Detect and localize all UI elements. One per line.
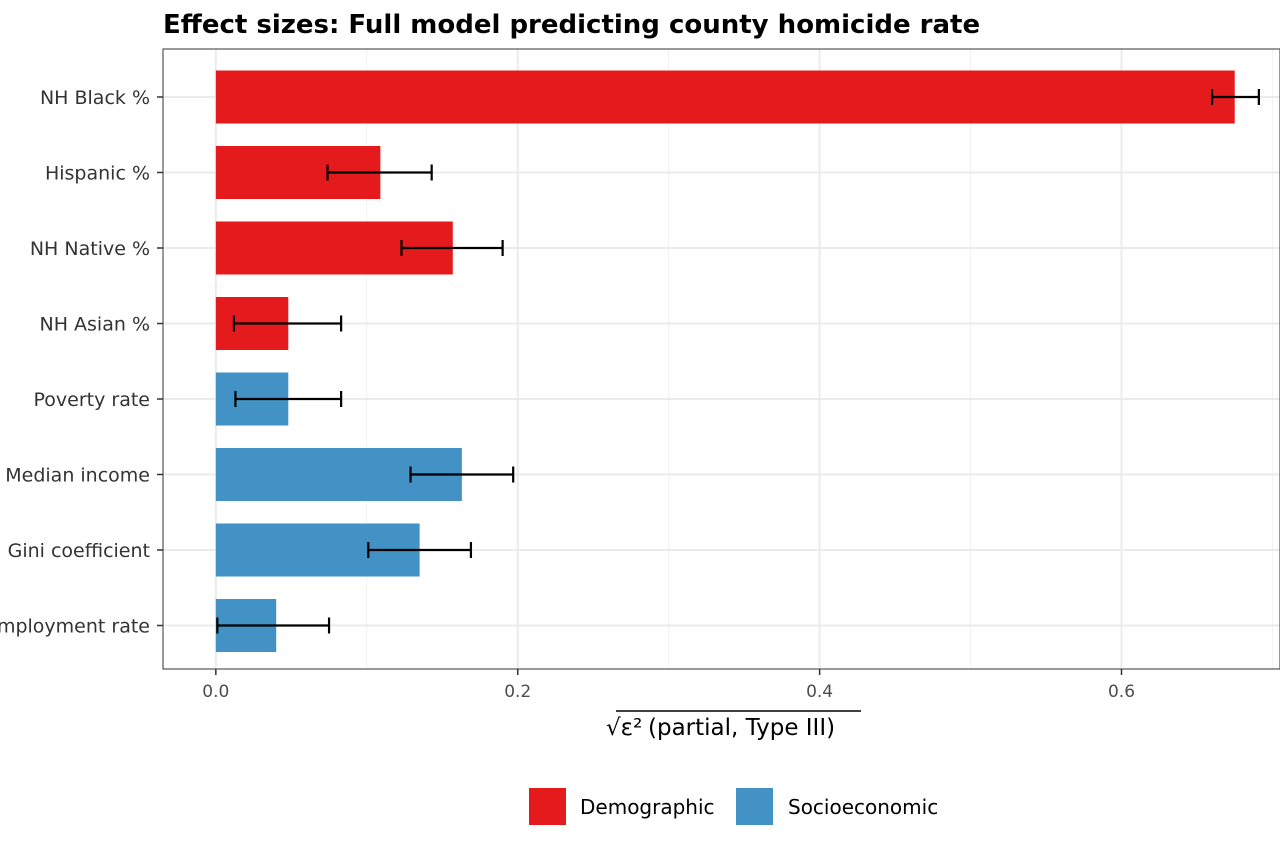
y-tick-label: NH Native % — [30, 238, 150, 260]
x-axis: 0.0 0.2 0.4 0.6 — [202, 669, 1135, 702]
x-axis-symbol: √ε² — [606, 715, 642, 741]
x-tick-label: 0.6 — [1108, 682, 1135, 702]
y-tick-label: Gini coefficient — [8, 540, 150, 562]
y-tick-label: Unemployment rate — [0, 616, 150, 638]
error-bar-5 — [409, 466, 515, 483]
legend-swatch-demographic — [529, 788, 566, 825]
legend-label-socioeconomic: Socioeconomic — [788, 795, 938, 819]
bar-0 — [215, 70, 1235, 124]
error-bar-2 — [400, 240, 504, 256]
error-bar-1 — [326, 164, 433, 181]
y-axis: NH Black % Hispanic % NH Native % NH Asian … — [0, 87, 163, 638]
error-bars-layer — [216, 89, 1260, 634]
x-tick-label: 0.2 — [504, 682, 531, 702]
x-tick-label: 0.0 — [202, 682, 229, 702]
chart-title: Effect sizes: Full model predicting coun… — [163, 10, 980, 40]
panel-border — [162, 48, 1280, 670]
legend: Demographic Socioeconomic — [529, 788, 938, 825]
legend-swatch-socioeconomic — [736, 788, 773, 825]
y-tick-label: Hispanic % — [45, 163, 150, 185]
error-bar-0 — [1210, 89, 1260, 105]
error-bar-4 — [234, 391, 343, 407]
error-bar-3 — [232, 315, 343, 332]
x-axis-title: √ε² (partial, Type III) — [606, 710, 861, 741]
y-tick-label: Poverty rate — [34, 389, 150, 411]
x-axis-label: (partial, Type III) — [648, 715, 835, 741]
y-tick-label: NH Black % — [40, 87, 150, 109]
error-bar-6 — [367, 542, 473, 558]
x-tick-label: 0.4 — [806, 682, 833, 702]
error-bar-7 — [216, 617, 331, 634]
legend-label-demographic: Demographic — [580, 795, 715, 819]
y-tick-label: NH Asian % — [40, 314, 151, 336]
y-tick-label: Median income — [5, 465, 150, 487]
